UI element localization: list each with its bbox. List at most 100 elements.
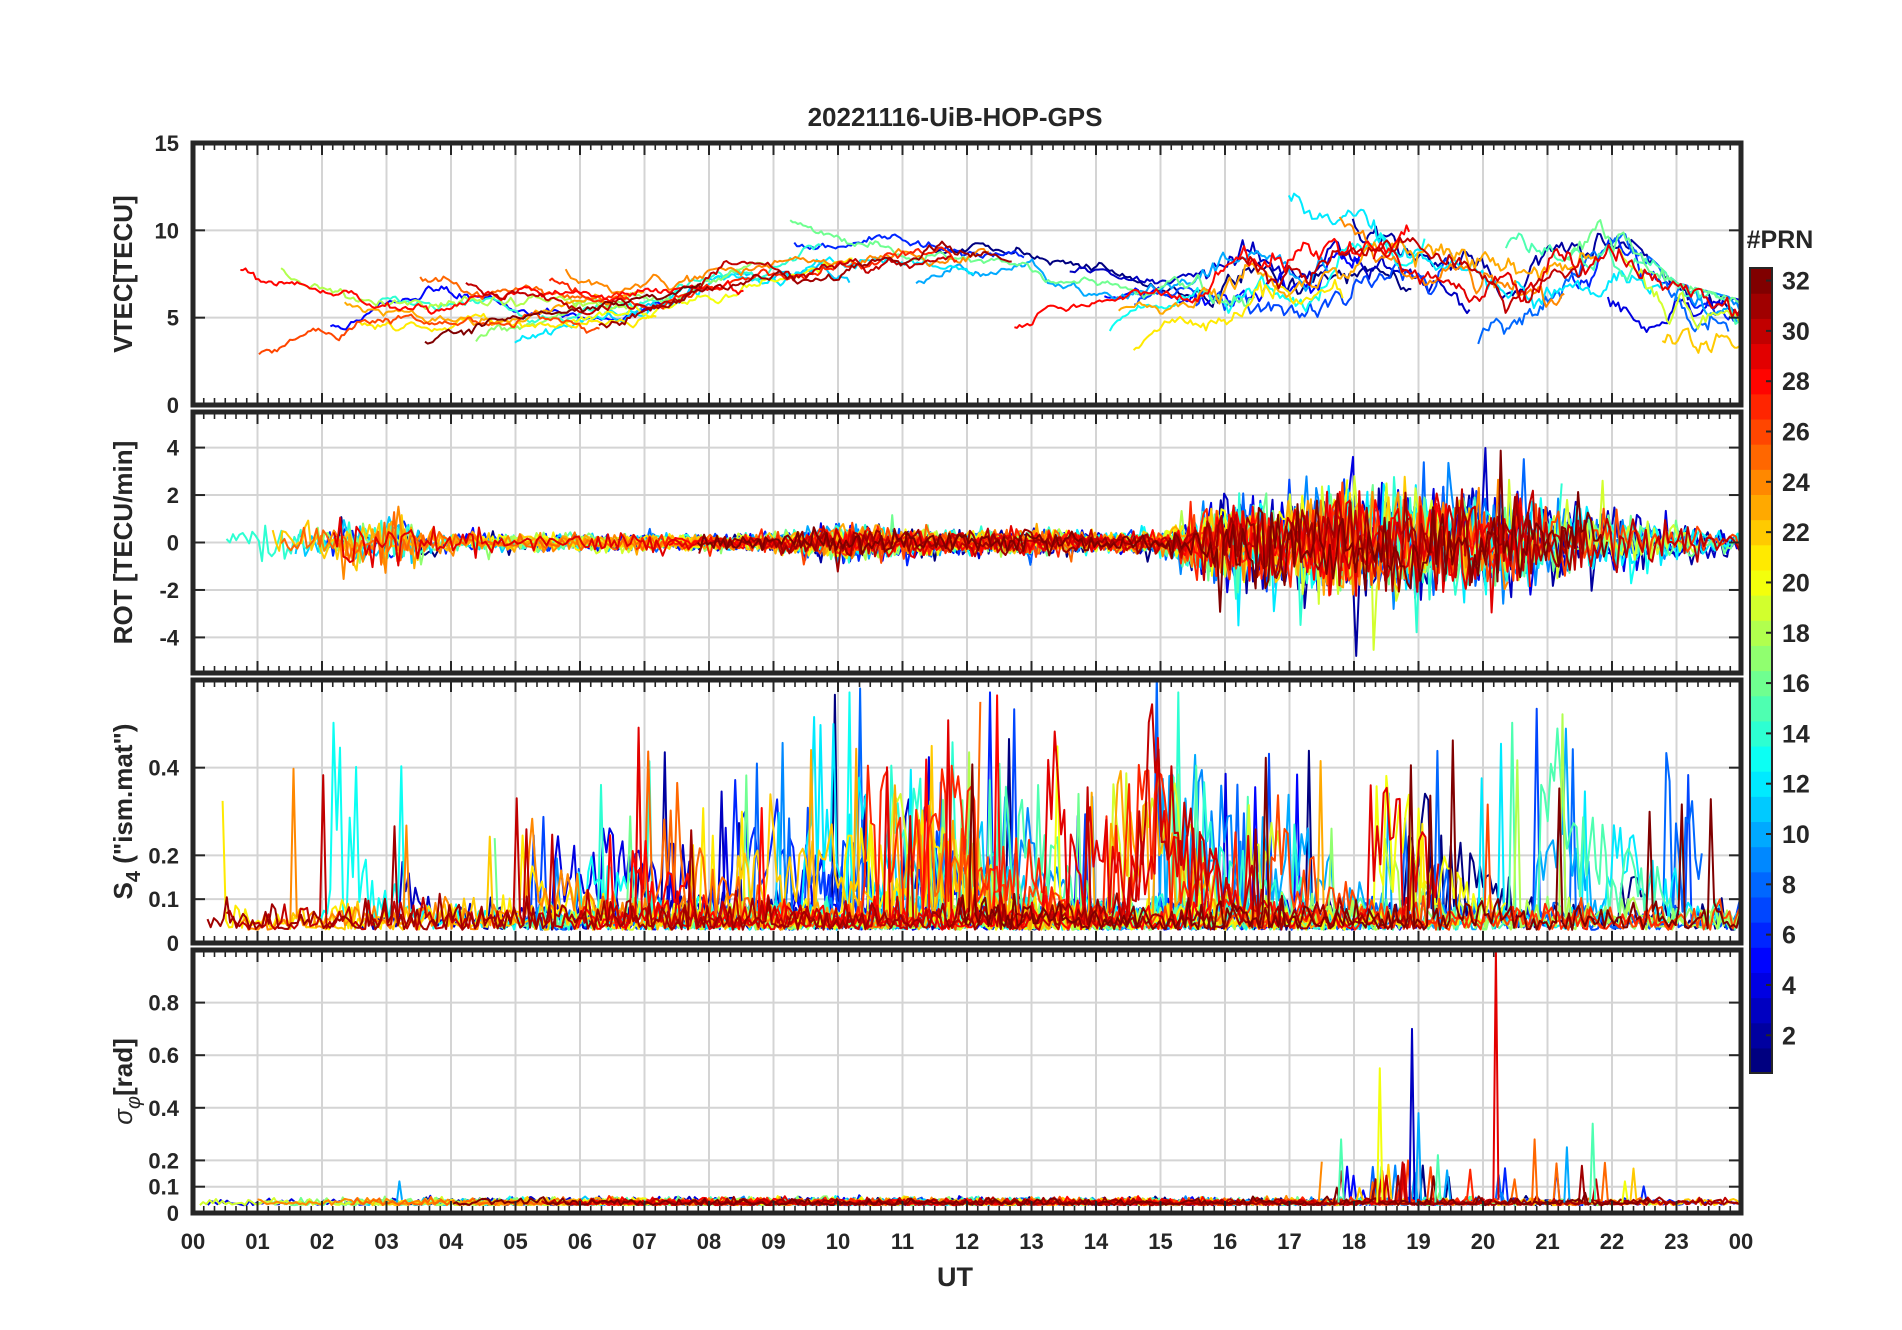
panel-rot: -4 -2 0 2 4 ROT [TECU/min] — [108, 409, 1744, 676]
vtec-prn-line — [1239, 236, 1584, 314]
colorbar-swatch — [1750, 1047, 1772, 1074]
vtec-prn-line — [1504, 232, 1741, 325]
colorbar-tick-label: 24 — [1782, 469, 1810, 497]
colorbar-tick-label: 18 — [1782, 620, 1810, 648]
colorbar-frame — [1749, 267, 1773, 1074]
x-tick-label: 13 — [1019, 1229, 1043, 1254]
x-tick-label: 17 — [1277, 1229, 1301, 1254]
y-tick-label: 15 — [155, 131, 179, 156]
colorbar-tick-label: 6 — [1782, 922, 1796, 950]
vtec-prn-line — [598, 240, 1012, 329]
panel-s4: 0 0.1 0.2 0.4S4 ("ism.mat") — [108, 677, 1744, 956]
y-tick-label: -4 — [159, 625, 179, 650]
colorbar-swatch — [1750, 771, 1772, 797]
y-label-rest: [rad] — [108, 1038, 138, 1096]
y-label-subscript: φ — [123, 1096, 145, 1109]
colorbar-swatch — [1750, 293, 1772, 319]
y-tick-label: 0.8 — [148, 991, 179, 1016]
x-tick-label: 00 — [1729, 1229, 1753, 1254]
sigma-phi-prn-line — [452, 1175, 1651, 1207]
sigma_phi-series-group — [199, 950, 1741, 1207]
x-tick-labels: 00 01 02 03 04 05 06 07 08 09 10 11 12 13 14 15 16 17 18 19… — [181, 1229, 1753, 1254]
vtec-prn-line — [560, 257, 853, 327]
sigma-phi-spike — [1408, 1027, 1416, 1203]
colorbar-swatch — [1750, 1022, 1772, 1049]
y-tick-label: 0.4 — [148, 756, 179, 781]
colorbar-title: #PRN — [1747, 226, 1814, 254]
colorbar-swatch — [1750, 444, 1772, 470]
x-tick-label: 16 — [1213, 1229, 1237, 1254]
x-axis-label: UT — [937, 1262, 973, 1292]
colorbar-swatch — [1750, 469, 1772, 496]
x-tick-label: 07 — [632, 1229, 656, 1254]
colorbar-swatch — [1750, 922, 1772, 948]
s4-prn-line — [605, 719, 1440, 931]
y-tick-label: 0.6 — [148, 1043, 179, 1068]
colorbar-swatch — [1750, 670, 1772, 697]
colorbar-swatch — [1750, 972, 1772, 999]
colorbar-tick-label: 26 — [1782, 419, 1810, 447]
x-tick-label: 05 — [503, 1229, 527, 1254]
y-tick-label: 0.4 — [148, 1096, 179, 1121]
x-tick-label: 02 — [310, 1229, 334, 1254]
colorbar-swatch — [1750, 268, 1772, 294]
vtec-prn-line — [280, 267, 628, 310]
x-tick-label: 23 — [1664, 1229, 1688, 1254]
colorbar-tick-label: 16 — [1782, 670, 1810, 698]
vtec-prn-line — [465, 255, 952, 316]
s4-axes-frame — [190, 677, 1744, 946]
colorbar-swatch — [1750, 846, 1772, 873]
s4-prn-line — [225, 703, 1263, 931]
x-tick-label: 22 — [1600, 1229, 1624, 1254]
colorbar-swatch — [1750, 947, 1772, 973]
s4-y-axis-label: S4 ("ism.mat") — [108, 724, 145, 900]
sigma-phi-spike — [1531, 1138, 1539, 1203]
rot-prn-line — [696, 449, 1609, 613]
rot-axes-frame — [190, 409, 1744, 676]
y-tick-label: 10 — [155, 218, 179, 243]
rot-prn-line — [698, 491, 1587, 593]
vtec-prn-line — [548, 246, 958, 310]
y-tick-label: 5 — [167, 306, 179, 331]
colorbar-swatch — [1750, 821, 1772, 848]
x-tick-label: 09 — [761, 1229, 785, 1254]
sigma-phi-spike — [1563, 1146, 1571, 1203]
vtec-prn-line — [1606, 294, 1740, 333]
x-tick-label: 12 — [955, 1229, 979, 1254]
s4-series-group — [206, 680, 1741, 931]
colorbar-swatch — [1750, 695, 1772, 722]
vtec-prn-line — [258, 310, 600, 356]
vtec-y-axis-label: VTEC[TECU] — [108, 195, 138, 352]
y-tick-label: 0.1 — [148, 887, 179, 912]
colorbar-swatch — [1750, 393, 1772, 420]
s4-prn-line — [206, 825, 1425, 931]
x-tick-label: 19 — [1406, 1229, 1430, 1254]
x-tick-label: 10 — [826, 1229, 850, 1254]
colorbar-tick-label: 4 — [1782, 972, 1796, 1000]
sigma-phi-spike — [1376, 1067, 1384, 1203]
x-tick-label: 00 — [181, 1229, 205, 1254]
colorbar-swatch — [1750, 494, 1772, 521]
vtec-series-group — [240, 192, 1741, 356]
rot-prn-line — [767, 488, 1741, 591]
vtec-prn-line — [1338, 216, 1565, 308]
colorbar-swatch — [1750, 368, 1772, 395]
colorbar-swatch — [1750, 620, 1772, 646]
y-tick-label: 2 — [167, 483, 179, 508]
y-tick-label: 0.2 — [148, 1148, 179, 1173]
colorbar-swatch — [1750, 418, 1772, 445]
sigma_phi-grid — [193, 950, 1741, 1213]
x-tick-label: 11 — [891, 1229, 914, 1254]
colorbar-swatch — [1750, 720, 1772, 747]
y-tick-label: 0.2 — [148, 843, 179, 868]
sigma-phi-spike — [1492, 950, 1500, 1203]
vtec-prn-line — [789, 219, 1256, 307]
y-tick-label: 0 — [167, 931, 179, 956]
colorbar-tick-label: 32 — [1782, 268, 1810, 296]
panel-sigma_phi: 00.10.20.40.60.8σφ[rad] — [108, 947, 1744, 1226]
colorbar-swatch — [1750, 595, 1772, 621]
colorbar-tick-label: 2 — [1782, 1022, 1796, 1050]
colorbar-tick-label: 14 — [1782, 720, 1810, 748]
colorbar-swatch — [1750, 745, 1772, 772]
